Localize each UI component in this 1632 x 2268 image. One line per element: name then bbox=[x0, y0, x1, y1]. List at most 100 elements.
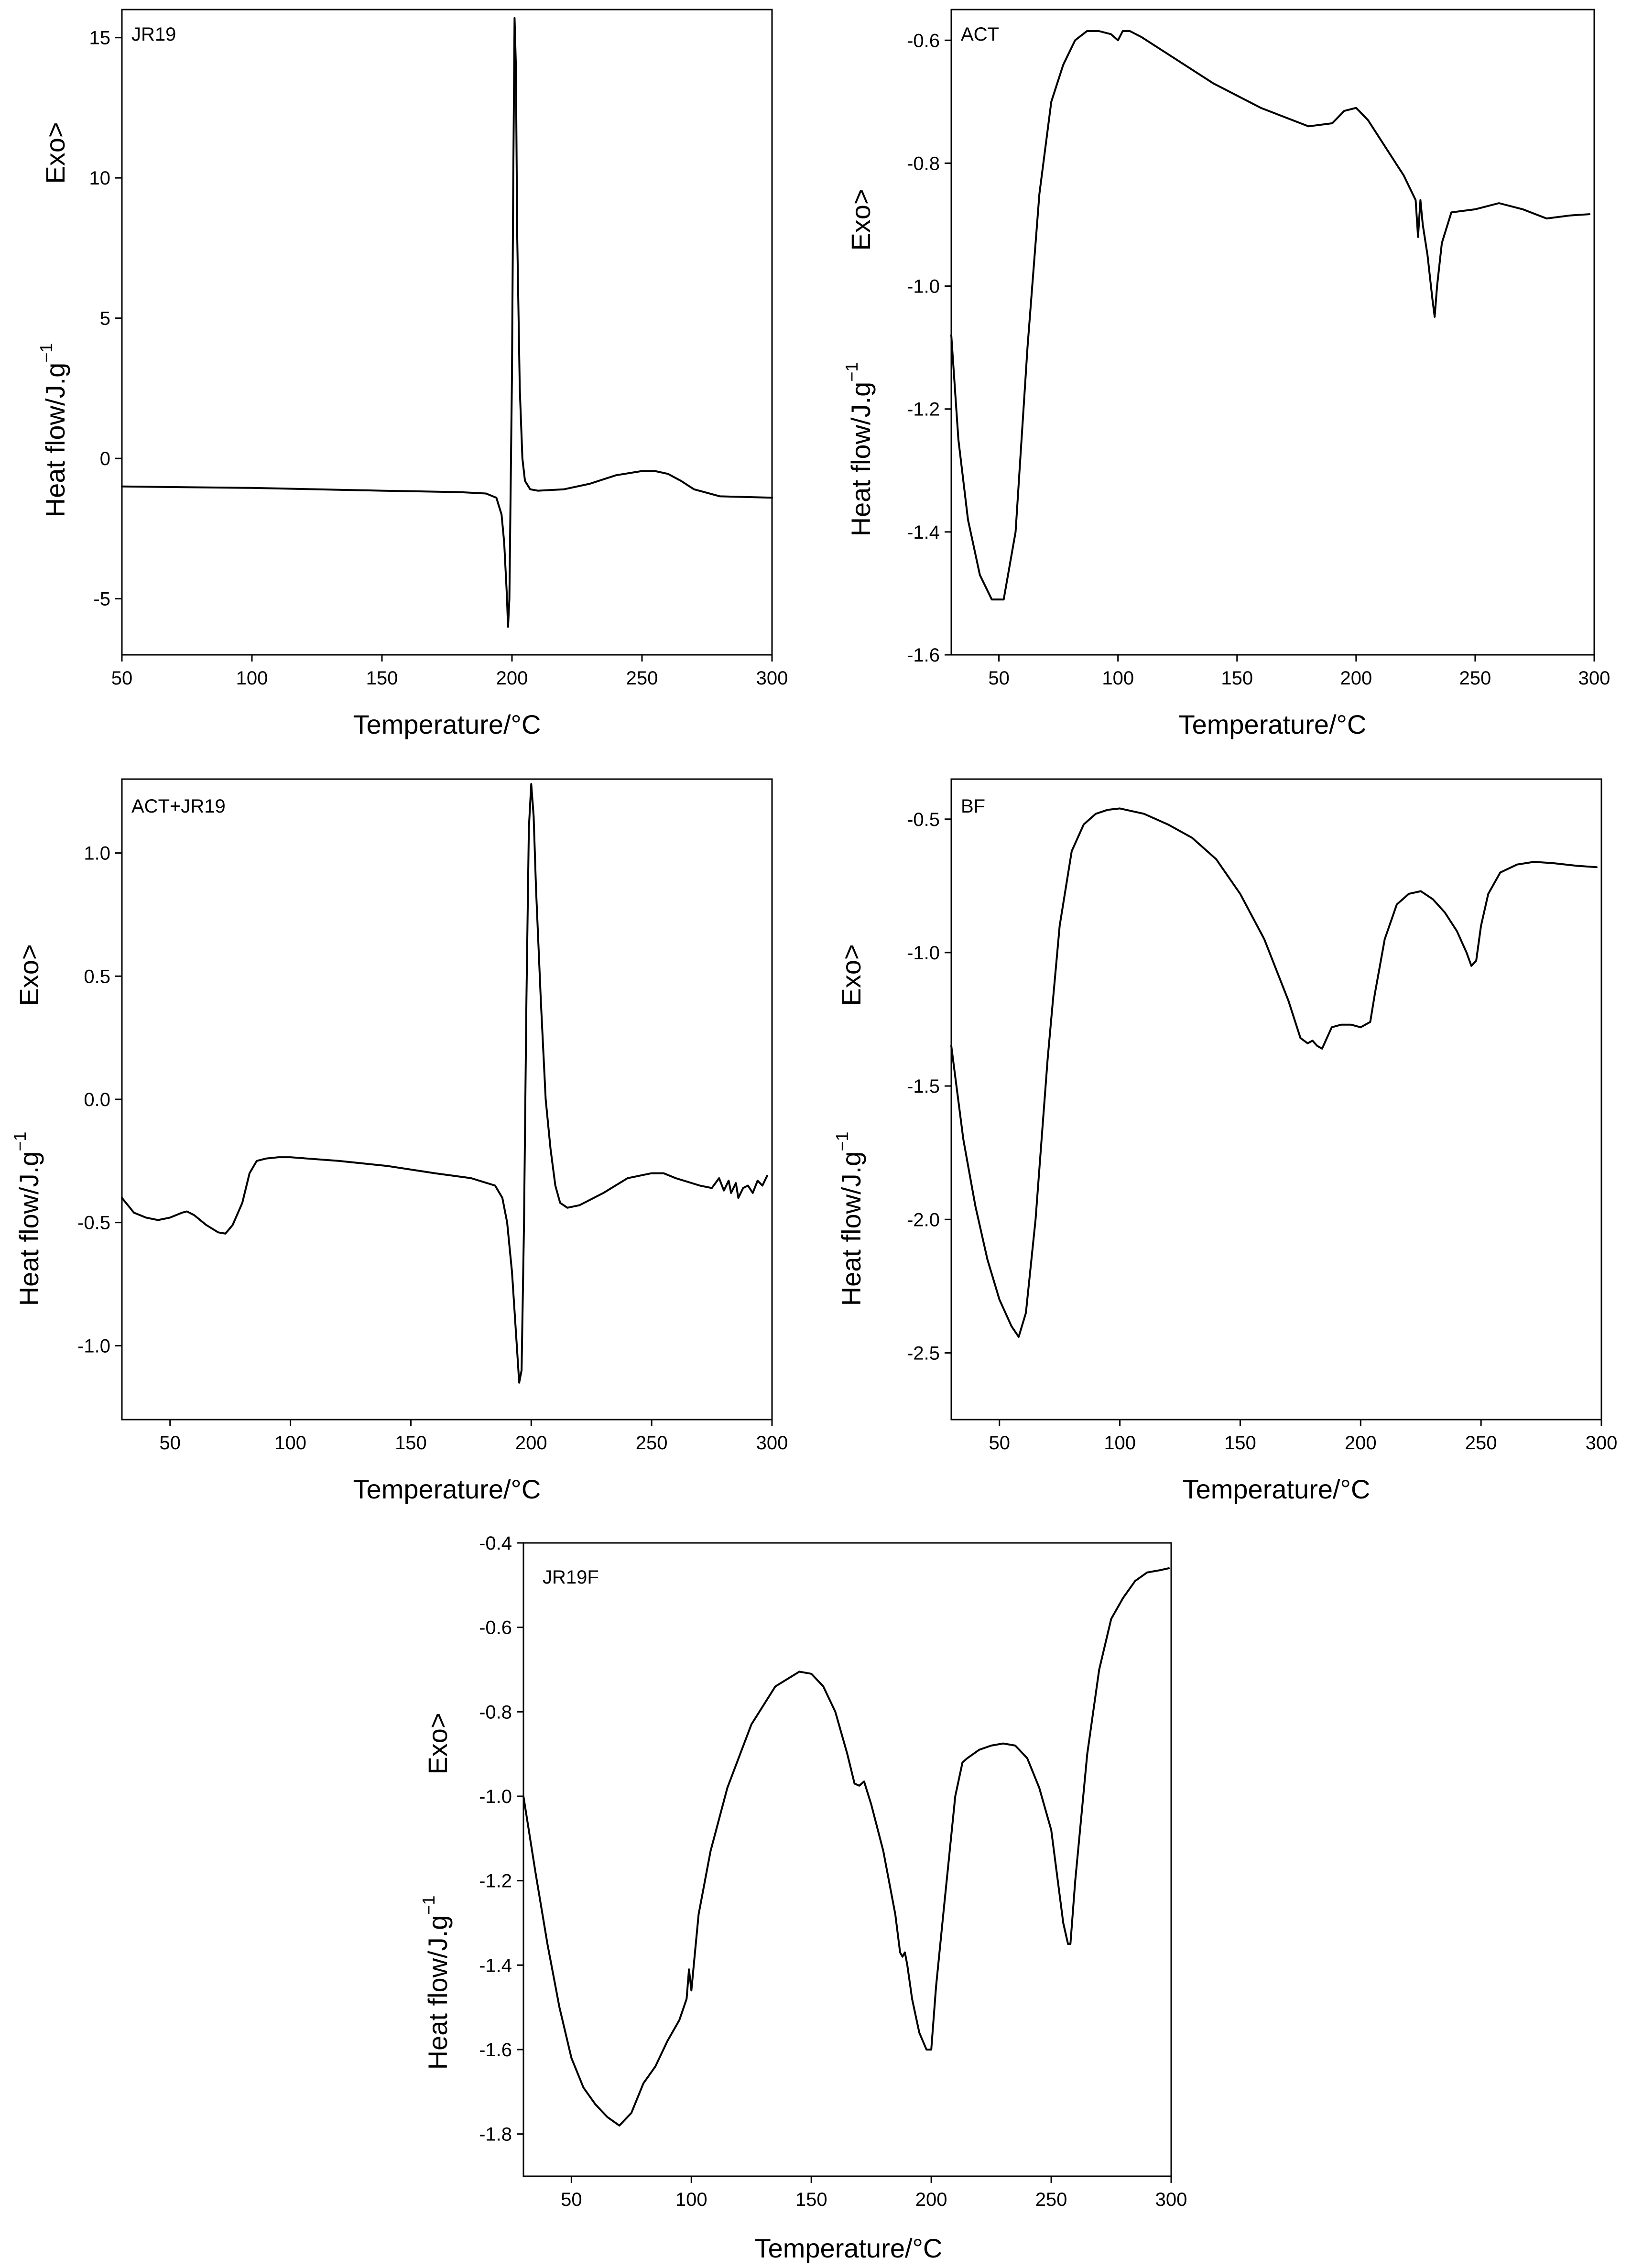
x-tick-label: 150 bbox=[1221, 668, 1253, 689]
y-tick-label: -2.0 bbox=[907, 1209, 940, 1230]
panel-label: JR19 bbox=[131, 24, 176, 45]
y-tick-label: -0.5 bbox=[907, 809, 940, 830]
x-tick-label: 250 bbox=[626, 668, 658, 689]
y-axis-title-text: Heat flow/J.g bbox=[423, 1915, 453, 2070]
y-axis-title: Exo> bbox=[836, 944, 866, 1006]
panel-jr19f: JR19F Temperature/°C Exo> Heat flow/J.g−… bbox=[419, 1533, 1187, 2263]
svg-text:Heat flow/J.g−1: Heat flow/J.g−1 bbox=[842, 362, 876, 537]
x-axis-title: Temperature/°C bbox=[755, 2233, 943, 2263]
y-axis-title-text: Heat flow/J.g bbox=[40, 363, 70, 518]
svg-text:Heat flow/J.g−1: Heat flow/J.g−1 bbox=[10, 1132, 44, 1306]
x-tick-label: 300 bbox=[756, 668, 788, 689]
x-tick-label: 100 bbox=[675, 2189, 707, 2210]
y-tick-label: -2.5 bbox=[907, 1343, 940, 1364]
y-tick-label: -0.5 bbox=[77, 1213, 110, 1234]
y-tick-label: -0.6 bbox=[907, 30, 940, 51]
series-line bbox=[950, 807, 1598, 1338]
exo-label: Exo> bbox=[14, 944, 44, 1006]
x-tick-label: 100 bbox=[236, 668, 268, 689]
series-line bbox=[121, 17, 773, 628]
y-tick-label: -1.4 bbox=[479, 1955, 512, 1976]
x-tick-label: 300 bbox=[1155, 2189, 1187, 2210]
plot-frame bbox=[121, 9, 773, 656]
y-tick-label: 0.0 bbox=[84, 1089, 110, 1110]
x-tick-label: 50 bbox=[111, 668, 133, 689]
y-tick-label: -1.8 bbox=[479, 2124, 512, 2145]
x-axis-title: Temperature/°C bbox=[1179, 709, 1367, 739]
y-tick-label: 1.0 bbox=[84, 843, 110, 864]
y-tick-label: -0.6 bbox=[479, 1617, 512, 1639]
y-tick-label: 0.5 bbox=[84, 966, 110, 987]
y-tick-label: -1.4 bbox=[907, 522, 940, 543]
x-tick-label: 200 bbox=[1345, 1432, 1377, 1454]
panel-label: JR19F bbox=[543, 1567, 599, 1588]
y-tick-label: -1.0 bbox=[907, 943, 940, 964]
y-tick-label: 10 bbox=[89, 168, 111, 189]
x-tick-label: 50 bbox=[561, 2189, 582, 2210]
y-axis-title-text: Heat flow/J.g bbox=[846, 382, 876, 537]
y-tick-label: -0.4 bbox=[479, 1533, 512, 1554]
x-tick-label: 250 bbox=[1465, 1432, 1497, 1454]
series-line bbox=[522, 1567, 1170, 2127]
y-tick-label: -1.2 bbox=[479, 1871, 512, 1892]
x-tick-label: 150 bbox=[366, 668, 398, 689]
x-tick-label: 300 bbox=[1578, 668, 1610, 689]
svg-text:Heat flow/J.g−1: Heat flow/J.g−1 bbox=[36, 343, 70, 518]
y-axis-title-main: Heat flow/J.g−1 bbox=[842, 362, 876, 537]
panel-bf: BF Temperature/°C Exo> Heat flow/J.g−1 5… bbox=[832, 778, 1618, 1504]
x-tick-label: 250 bbox=[636, 1432, 668, 1454]
panel-label: BF bbox=[961, 796, 985, 817]
x-tick-label: 300 bbox=[1586, 1432, 1618, 1454]
y-tick-label: -1.2 bbox=[907, 399, 940, 420]
y-axis-title: Exo> bbox=[846, 189, 876, 250]
x-tick-label: 250 bbox=[1035, 2189, 1067, 2210]
y-tick-label: -1.5 bbox=[907, 1076, 940, 1097]
y-axis-title-superscript: −1 bbox=[842, 362, 861, 382]
x-tick-label: 150 bbox=[395, 1432, 427, 1454]
y-tick-label: -5 bbox=[93, 589, 110, 610]
y-tick-label: 15 bbox=[89, 28, 111, 49]
plot-frame bbox=[522, 1542, 1172, 2177]
plot-frame bbox=[950, 778, 1602, 1421]
series-line bbox=[121, 783, 768, 1384]
x-tick-label: 150 bbox=[795, 2189, 827, 2210]
y-axis-title: Exo> bbox=[40, 122, 70, 184]
panel-label: ACT+JR19 bbox=[131, 796, 226, 817]
y-tick-label: -1.6 bbox=[479, 2040, 512, 2061]
y-axis-title: Exo> bbox=[423, 1713, 453, 1774]
x-tick-label: 50 bbox=[989, 1432, 1010, 1454]
exo-label: Exo> bbox=[40, 122, 70, 184]
plot-frame bbox=[121, 778, 773, 1421]
y-axis-title-text: Heat flow/J.g bbox=[836, 1151, 866, 1306]
y-tick-label: -1.0 bbox=[77, 1335, 110, 1356]
x-tick-label: 50 bbox=[988, 668, 1010, 689]
plot-frame bbox=[950, 9, 1595, 656]
panel-act: ACT Temperature/°C Exo> Heat flow/J.g−1 … bbox=[842, 9, 1610, 739]
y-axis-title-main: Heat flow/J.g−1 bbox=[419, 1896, 453, 2070]
series-line bbox=[950, 30, 1590, 601]
exo-label: Exo> bbox=[836, 944, 866, 1006]
svg-text:Heat flow/J.g−1: Heat flow/J.g−1 bbox=[832, 1132, 866, 1306]
x-axis-title: Temperature/°C bbox=[353, 1474, 541, 1504]
y-axis-title-text: Heat flow/J.g bbox=[14, 1151, 44, 1306]
y-tick-label: 0 bbox=[100, 448, 110, 469]
y-axis-title: Exo> bbox=[14, 944, 44, 1006]
y-axis-title-main: Heat flow/J.g−1 bbox=[832, 1132, 866, 1306]
y-axis-title-superscript: −1 bbox=[832, 1132, 852, 1151]
x-tick-label: 100 bbox=[1104, 1432, 1136, 1454]
panel-act-jr19: ACT+JR19 Temperature/°C Exo> Heat flow/J… bbox=[10, 778, 788, 1504]
x-tick-label: 300 bbox=[756, 1432, 788, 1454]
x-tick-label: 200 bbox=[1340, 668, 1372, 689]
y-tick-label: -1.0 bbox=[479, 1786, 512, 1807]
x-tick-label: 250 bbox=[1459, 668, 1491, 689]
x-tick-label: 100 bbox=[1102, 668, 1134, 689]
x-tick-label: 200 bbox=[496, 668, 528, 689]
x-tick-label: 150 bbox=[1224, 1432, 1256, 1454]
x-axis-title: Temperature/°C bbox=[353, 709, 541, 739]
panel-label: ACT bbox=[961, 24, 999, 45]
x-tick-label: 50 bbox=[159, 1432, 181, 1454]
y-axis-title-superscript: −1 bbox=[419, 1896, 438, 1915]
y-axis-title-main: Heat flow/J.g−1 bbox=[36, 343, 70, 518]
panel-jr19: JR19 Temperature/°C Exo> Heat flow/J.g−1… bbox=[36, 9, 788, 739]
